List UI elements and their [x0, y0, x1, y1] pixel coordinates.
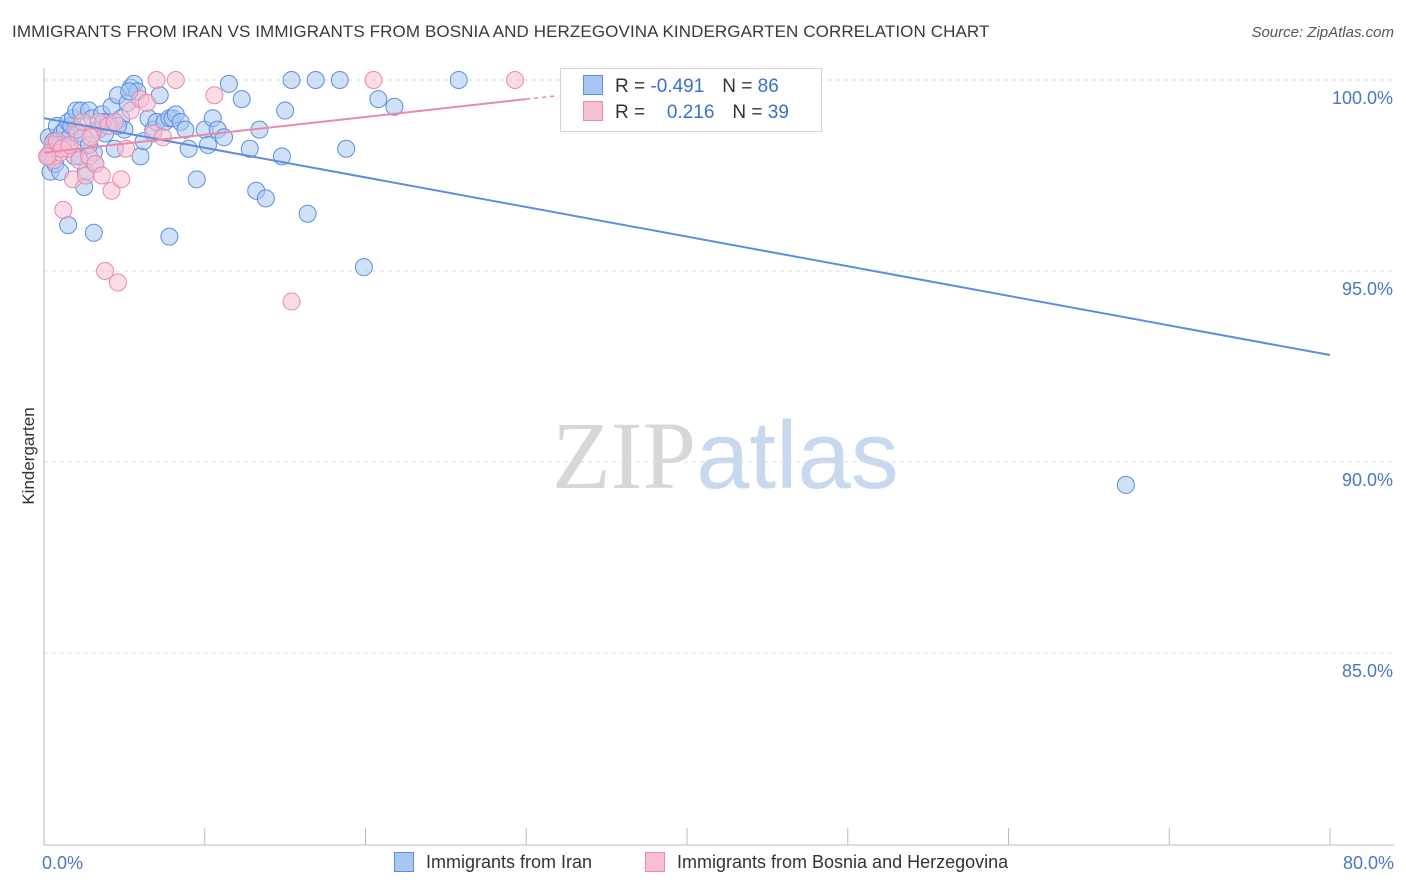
point-iran [232, 90, 251, 109]
chart-title: IMMIGRANTS FROM IRAN VS IMMIGRANTS FROM … [12, 22, 990, 41]
trendline-iran [43, 117, 1331, 357]
point-iran [449, 71, 468, 89]
n-value-bosnia: 39 [767, 102, 789, 123]
bottom-legend-label-iran: Immigrants from Iran [426, 852, 593, 872]
point-bosnia [102, 181, 121, 200]
r-label-bosnia: R = [615, 102, 646, 123]
n-label-iran: N = [722, 76, 753, 97]
stats-legend: R = -0.491 N = 86 R = 0.216 N = 39 [560, 68, 822, 132]
point-iran [187, 170, 206, 189]
point-bosnia [105, 113, 124, 132]
stats-legend-row-bosnia: R = 0.216 N = 39 [583, 101, 789, 127]
bottom-legend-swatch-bosnia [645, 852, 665, 872]
point-bosnia [96, 262, 115, 280]
point-bosnia [282, 292, 301, 311]
y-tick-label: 95.0% [1342, 279, 1393, 299]
point-bosnia [81, 128, 100, 147]
x-tick-label-min: 0.0% [42, 853, 83, 873]
point-bosnia [137, 93, 156, 112]
point-bosnia [112, 170, 131, 189]
point-bosnia [38, 147, 57, 166]
point-iran [176, 120, 195, 139]
point-iran [84, 223, 103, 242]
legend-swatch-bosnia [583, 101, 603, 121]
point-bosnia [153, 128, 172, 147]
y-tick-label: 90.0% [1342, 470, 1393, 490]
stats-legend-row-iran: R = -0.491 N = 86 [583, 75, 779, 101]
trendline-extension-bosnia [526, 94, 559, 100]
point-iran [160, 227, 179, 246]
watermark: ZIPatlas [552, 400, 899, 511]
watermark-atlas: atlas [696, 402, 899, 509]
bottom-legend-label-bosnia: Immigrants from Bosnia and Herzegovina [677, 852, 1009, 872]
point-iran [240, 139, 259, 158]
point-iran [330, 71, 349, 89]
point-bosnia [92, 166, 111, 185]
y-axis-label: Kindergarten [19, 407, 38, 504]
r-value-iran: -0.491 [650, 76, 705, 97]
point-bosnia [505, 71, 524, 89]
point-iran [1116, 475, 1135, 494]
bottom-legend-bosnia: Immigrants from Bosnia and Herzegovina [645, 852, 1008, 873]
n-label-bosnia: N = [732, 102, 763, 123]
point-iran [282, 71, 301, 89]
point-bosnia [364, 71, 383, 89]
trendline-bosnia [43, 98, 527, 154]
point-bosnia [108, 273, 127, 292]
point-iran [306, 71, 325, 89]
x-tick-label-max: 80.0% [1343, 853, 1394, 873]
point-iran [219, 74, 238, 93]
bottom-legend-iran: Immigrants from Iran [394, 852, 592, 873]
point-iran [369, 90, 388, 109]
watermark-zip: ZIP [552, 402, 696, 509]
y-tick-label: 85.0% [1342, 661, 1393, 681]
point-iran [256, 189, 275, 208]
r-value-bosnia: 0.216 [666, 102, 715, 123]
point-bosnia [54, 200, 73, 219]
point-iran [337, 139, 356, 158]
point-bosnia [121, 101, 140, 120]
point-iran [198, 135, 217, 154]
source-label: Source: ZipAtlas.com [1251, 24, 1394, 41]
point-bosnia [205, 86, 224, 105]
point-iran [354, 258, 373, 277]
point-iran [59, 216, 78, 235]
n-value-iran: 86 [757, 76, 779, 97]
r-label-iran: R = [615, 76, 646, 97]
bottom-legend-swatch-iran [394, 852, 414, 872]
point-iran [385, 97, 404, 116]
legend-swatch-iran [583, 75, 603, 95]
point-iran [276, 101, 295, 120]
point-bosnia [166, 71, 185, 89]
point-bosnia [147, 71, 166, 89]
y-tick-label: 100.0% [1332, 88, 1393, 108]
point-iran [298, 204, 317, 223]
